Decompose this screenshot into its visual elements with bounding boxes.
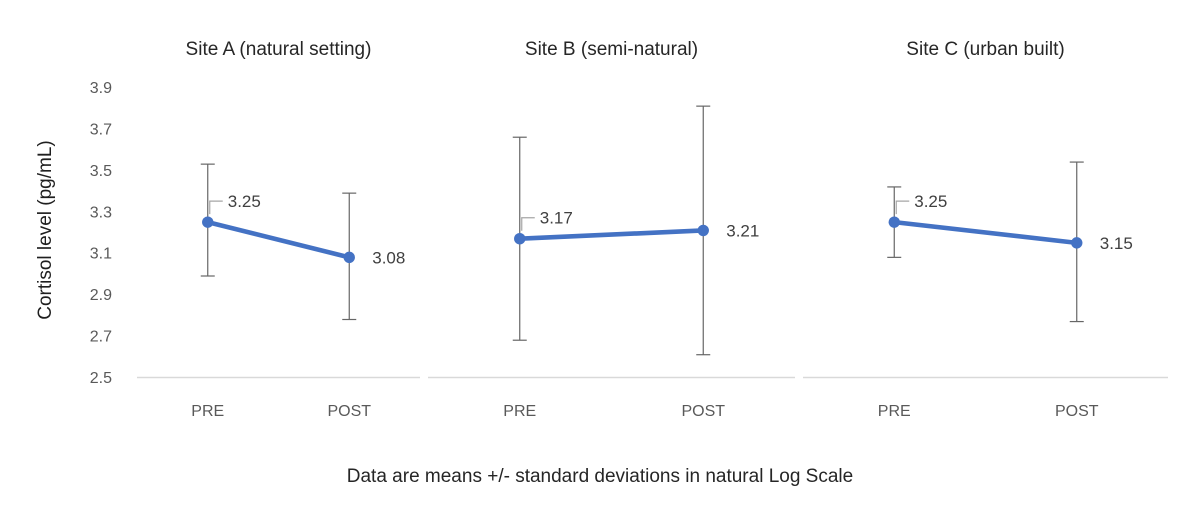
panel-title-site-b: Site B (semi-natural)	[524, 39, 699, 60]
data-point-marker	[888, 216, 900, 228]
data-label: 3.21	[726, 221, 759, 240]
y-tick-label: 3.3	[90, 204, 112, 221]
data-point-marker	[514, 233, 526, 245]
data-label: 3.25	[228, 192, 261, 211]
data-label: 3.08	[372, 248, 405, 267]
data-point-marker	[1071, 237, 1083, 249]
figure-caption: Data are means +/- standard deviations i…	[346, 466, 854, 487]
y-tick-label: 3.1	[90, 246, 112, 263]
data-point-marker	[697, 224, 709, 237]
label-leader-line	[521, 217, 535, 231]
y-tick-label: 3.9	[90, 80, 112, 97]
category-label: PRE	[503, 403, 536, 420]
data-label: 3.17	[540, 209, 573, 228]
category-label: POST	[1055, 403, 1099, 420]
y-tick-label: 2.7	[90, 329, 112, 346]
y-axis-title: Cortisol level (pg/mL)	[35, 140, 56, 320]
category-label: POST	[327, 403, 371, 420]
category-label: PRE	[191, 403, 224, 420]
panel-title-site-a: Site A (natural setting)	[185, 39, 372, 60]
category-label: PRE	[878, 403, 911, 420]
label-leader-line	[209, 200, 223, 215]
data-label: 3.15	[1100, 234, 1133, 253]
series-line	[205, 219, 352, 260]
label-leader-line	[895, 200, 910, 215]
series-line	[517, 228, 706, 242]
data-point-marker	[343, 251, 355, 264]
panel-title-site-c: Site C (urban built)	[906, 39, 1065, 60]
y-tick-label: 3.7	[90, 121, 112, 138]
y-tick-label: 2.9	[90, 287, 112, 304]
series-line	[891, 219, 1080, 246]
y-tick-label: 2.5	[90, 370, 112, 387]
data-label: 3.25	[914, 192, 947, 211]
y-tick-label: 3.5	[90, 163, 112, 180]
data-point-marker	[202, 216, 214, 228]
category-label: POST	[681, 403, 725, 420]
